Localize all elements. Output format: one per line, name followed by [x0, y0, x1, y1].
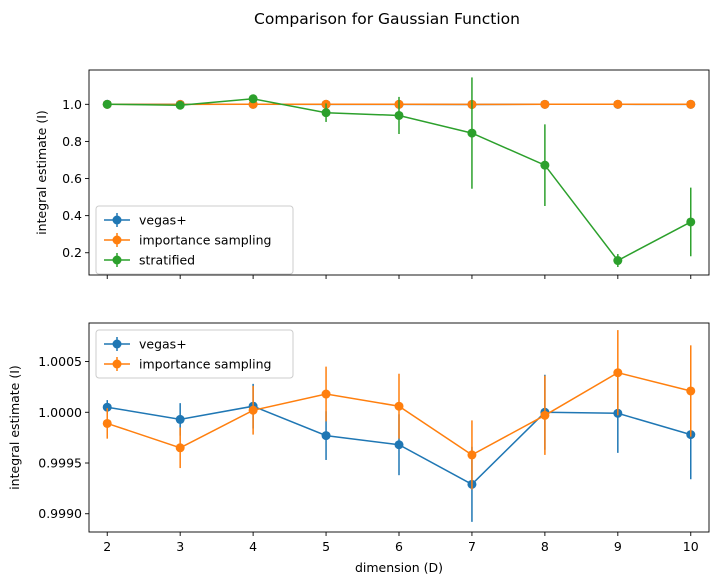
legend-label: stratified	[139, 253, 195, 268]
legend-marker	[112, 215, 122, 225]
axes-frame	[88, 69, 710, 276]
legend: vegas+ importance sampling stratified	[95, 205, 294, 275]
x-axis-label: dimension (D)	[355, 560, 443, 575]
legend-marker	[112, 235, 122, 245]
legend-marker	[112, 359, 122, 369]
y-axis-label: integral estimate (I)	[7, 365, 22, 490]
y-tick-label: 1.0000	[38, 405, 82, 420]
data-point	[686, 217, 696, 227]
y-tick-label: 0.2	[62, 245, 82, 260]
data-point	[686, 386, 696, 396]
series-importance-sampling	[102, 330, 696, 490]
data-point	[175, 443, 185, 453]
axes-frame	[88, 322, 710, 533]
x-tick-label: 4	[249, 539, 257, 554]
y-tick-label: 0.4	[62, 208, 82, 223]
legend-label: importance sampling	[139, 357, 271, 372]
legend: vegas+ importance sampling	[95, 329, 294, 379]
data-point	[321, 108, 331, 118]
data-point	[613, 368, 623, 378]
top-axes: 0.2 0.4 0.6 0.8 1.0 integral estimate (I) vega…	[34, 69, 710, 279]
data-point	[540, 99, 550, 109]
x-tick-label: 9	[614, 539, 622, 554]
legend-label: vegas+	[139, 337, 187, 352]
legend-marker	[112, 339, 122, 349]
data-point	[540, 160, 550, 170]
y-tick-label: 0.8	[62, 134, 82, 149]
data-point	[321, 431, 331, 441]
legend-label: importance sampling	[139, 233, 271, 248]
data-point	[248, 94, 258, 104]
y-tick-label: 0.9990	[38, 506, 82, 521]
data-point	[467, 450, 477, 460]
data-point	[613, 99, 623, 109]
legend-frame	[95, 205, 294, 275]
x-tick-label: 3	[176, 539, 184, 554]
data-point	[394, 110, 404, 120]
data-point	[248, 405, 258, 415]
data-point	[467, 128, 477, 138]
x-tick-label: 5	[322, 539, 330, 554]
y-tick-label: 0.9995	[38, 456, 82, 471]
data-point	[175, 100, 185, 110]
data-point	[102, 402, 112, 412]
legend-marker	[112, 255, 122, 265]
y-tick-label: 1.0005	[38, 354, 82, 369]
data-point	[613, 256, 623, 266]
x-tick-label: 6	[395, 539, 403, 554]
data-point	[175, 414, 185, 424]
x-tick-label: 2	[103, 539, 111, 554]
data-point	[102, 99, 112, 109]
figure-title: Comparison for Gaussian Function	[254, 10, 520, 28]
x-tick-label: 8	[541, 539, 549, 554]
x-tick-label: 7	[468, 539, 476, 554]
data-point	[102, 418, 112, 428]
data-point	[686, 99, 696, 109]
series-stratified	[102, 77, 696, 268]
legend-frame	[95, 329, 294, 379]
y-tick-label: 0.6	[62, 171, 82, 186]
data-point	[394, 440, 404, 450]
data-point	[321, 389, 331, 399]
bottom-axes: 0.9990 0.9995 1.0000 1.0005 2 3 4 5 6 7 8 9 10 integr…	[7, 322, 710, 575]
y-axis-label: integral estimate (I)	[34, 110, 49, 235]
legend-label: vegas+	[139, 213, 187, 228]
data-point	[394, 401, 404, 411]
x-tick-label: 10	[683, 539, 699, 554]
data-point	[540, 410, 550, 420]
y-tick-label: 1.0	[62, 97, 82, 112]
